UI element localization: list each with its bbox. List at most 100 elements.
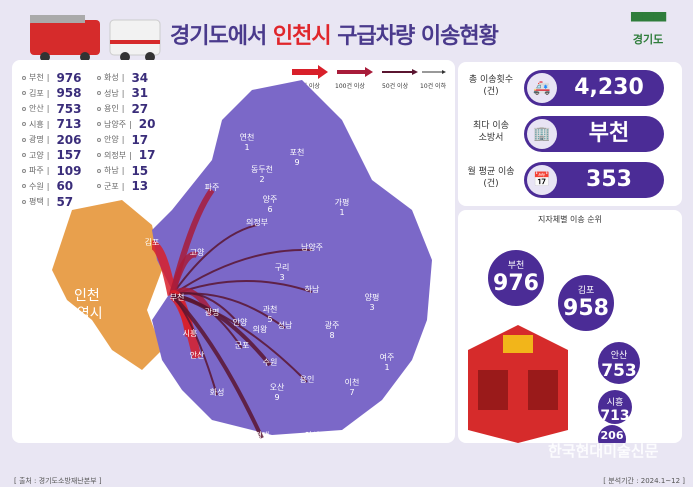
separator: | <box>46 150 50 160</box>
region-label: 구리 3 <box>275 263 290 282</box>
flow-arrow <box>171 292 286 329</box>
separator: | <box>129 119 132 129</box>
stat-row: 월 평균 이송 (건) 📅 353 <box>458 160 682 200</box>
list-item: 고양 | 157 <box>22 148 97 164</box>
gyeonggi-region <box>152 80 432 435</box>
separator: | <box>121 181 125 191</box>
region-count: 20 <box>138 117 156 132</box>
rank-bubble: 부천 976 <box>488 250 544 306</box>
separator: | <box>46 197 50 207</box>
flow-arrow <box>169 251 199 296</box>
region-name: 시흥 <box>29 119 44 129</box>
separator: | <box>46 119 50 129</box>
stat-value-pill: 🚑 4,230 <box>524 70 664 106</box>
region-label: 안양 <box>233 317 248 327</box>
separator: | <box>46 73 50 83</box>
rank-bubble: 김포 958 <box>558 275 614 331</box>
bullet-icon <box>22 199 26 204</box>
region-name: 용인 <box>104 104 119 114</box>
incheon-region <box>52 200 162 370</box>
separator: | <box>129 150 132 160</box>
region-label: 오산 9 <box>270 382 285 402</box>
region-label: 안산 <box>190 350 205 360</box>
page-title: 경기도에서 인천시 구급차량 이송현황 <box>170 24 499 49</box>
stat-label: 월 평균 이송 (건) <box>467 167 515 189</box>
list-item: 평택 | 57 <box>22 194 97 210</box>
region-count: 13 <box>131 179 149 194</box>
bullet-icon <box>22 137 26 142</box>
list-item: 용인 | 27 <box>97 101 172 117</box>
stat-label: 총 이송횟수 (건) <box>468 75 514 97</box>
separator: | <box>46 104 50 114</box>
list-item: 광명 | 206 <box>22 132 97 148</box>
list-item: 안산 | 753 <box>22 101 97 117</box>
region-name: 하남 <box>104 166 119 176</box>
separator: | <box>46 166 50 176</box>
region-name: 수원 <box>29 181 44 191</box>
region-label: 양주 6 <box>263 195 278 214</box>
region-label: 이천 7 <box>345 377 360 397</box>
region-count: 958 <box>56 86 82 101</box>
region-label: 연천 1 <box>240 132 255 152</box>
bullet-icon <box>22 184 26 189</box>
region-label: 동두천 2 <box>251 164 273 184</box>
list-item: 남양주 | 20 <box>97 117 172 133</box>
region-label: 부천 <box>170 292 185 302</box>
region-label: 여주 1 <box>380 352 395 372</box>
bullet-icon <box>97 91 101 96</box>
list-item: 시흥 | 713 <box>22 117 97 133</box>
region-count: 109 <box>56 163 82 178</box>
stat-row: 최다 이송 소방서 🏢 부천 <box>458 114 682 154</box>
fire-truck-illustration <box>30 15 161 62</box>
region-count: 976 <box>56 70 82 85</box>
region-name: 고양 <box>29 150 44 160</box>
bullet-icon <box>22 91 26 96</box>
list-item: 성남 | 31 <box>97 86 172 102</box>
region-name: 김포 <box>29 88 44 98</box>
region-label: 가평 1 <box>335 197 350 217</box>
stat-value-pill: 📅 353 <box>524 162 664 198</box>
rank-bubble: 206 <box>598 425 626 443</box>
region-label: 과천 5 <box>263 304 278 324</box>
bullet-icon <box>22 168 26 173</box>
stat-value: 4,230 <box>574 75 644 100</box>
region-count: 157 <box>56 148 82 163</box>
list-item: 파주 | 109 <box>22 163 97 179</box>
bullet-icon <box>97 168 101 173</box>
bullet-icon <box>97 153 101 158</box>
region-name: 부천 <box>29 73 44 83</box>
stat-label: 최다 이송 소방서 <box>473 121 509 143</box>
ambulance-icon: 🚑 <box>527 73 557 103</box>
region-label: 광주 8 <box>325 320 340 340</box>
region-count: 15 <box>131 163 149 178</box>
calendar-icon: 📅 <box>527 165 557 195</box>
bullet-icon <box>22 75 26 80</box>
region-name: 안산 <box>29 104 44 114</box>
ranking-panel: 지자체별 이송 순위 부천 976 김포 958 안산 753 시흥 713 206 <box>458 210 682 443</box>
rank-bubble: 시흥 713 <box>598 390 632 424</box>
bullet-icon <box>22 106 26 111</box>
region-name: 남양주 <box>104 119 127 129</box>
region-label: 남양주 <box>301 243 323 252</box>
region-count: 31 <box>131 86 149 101</box>
region-label: 광명 <box>205 307 220 317</box>
list-item: 의정부 | 17 <box>97 148 172 164</box>
region-label: 의정부 <box>246 217 268 227</box>
bullet-icon <box>97 75 101 80</box>
region-label: 양평 3 <box>365 292 380 312</box>
flow-arrow <box>171 294 308 383</box>
region-name: 의정부 <box>104 150 127 160</box>
bullet-icon <box>97 137 101 142</box>
separator: | <box>46 135 50 145</box>
separator: | <box>121 88 125 98</box>
region-name: 광명 <box>29 135 44 145</box>
region-count: 34 <box>131 70 149 85</box>
ranking-title: 지자체별 이송 순위 <box>538 215 602 224</box>
separator: | <box>46 181 50 191</box>
watermark: 한국현대미술신문 <box>548 442 659 460</box>
region-count: 206 <box>56 132 82 147</box>
list-item: 화성 | 34 <box>97 70 172 86</box>
region-name: 군포 <box>104 181 119 191</box>
